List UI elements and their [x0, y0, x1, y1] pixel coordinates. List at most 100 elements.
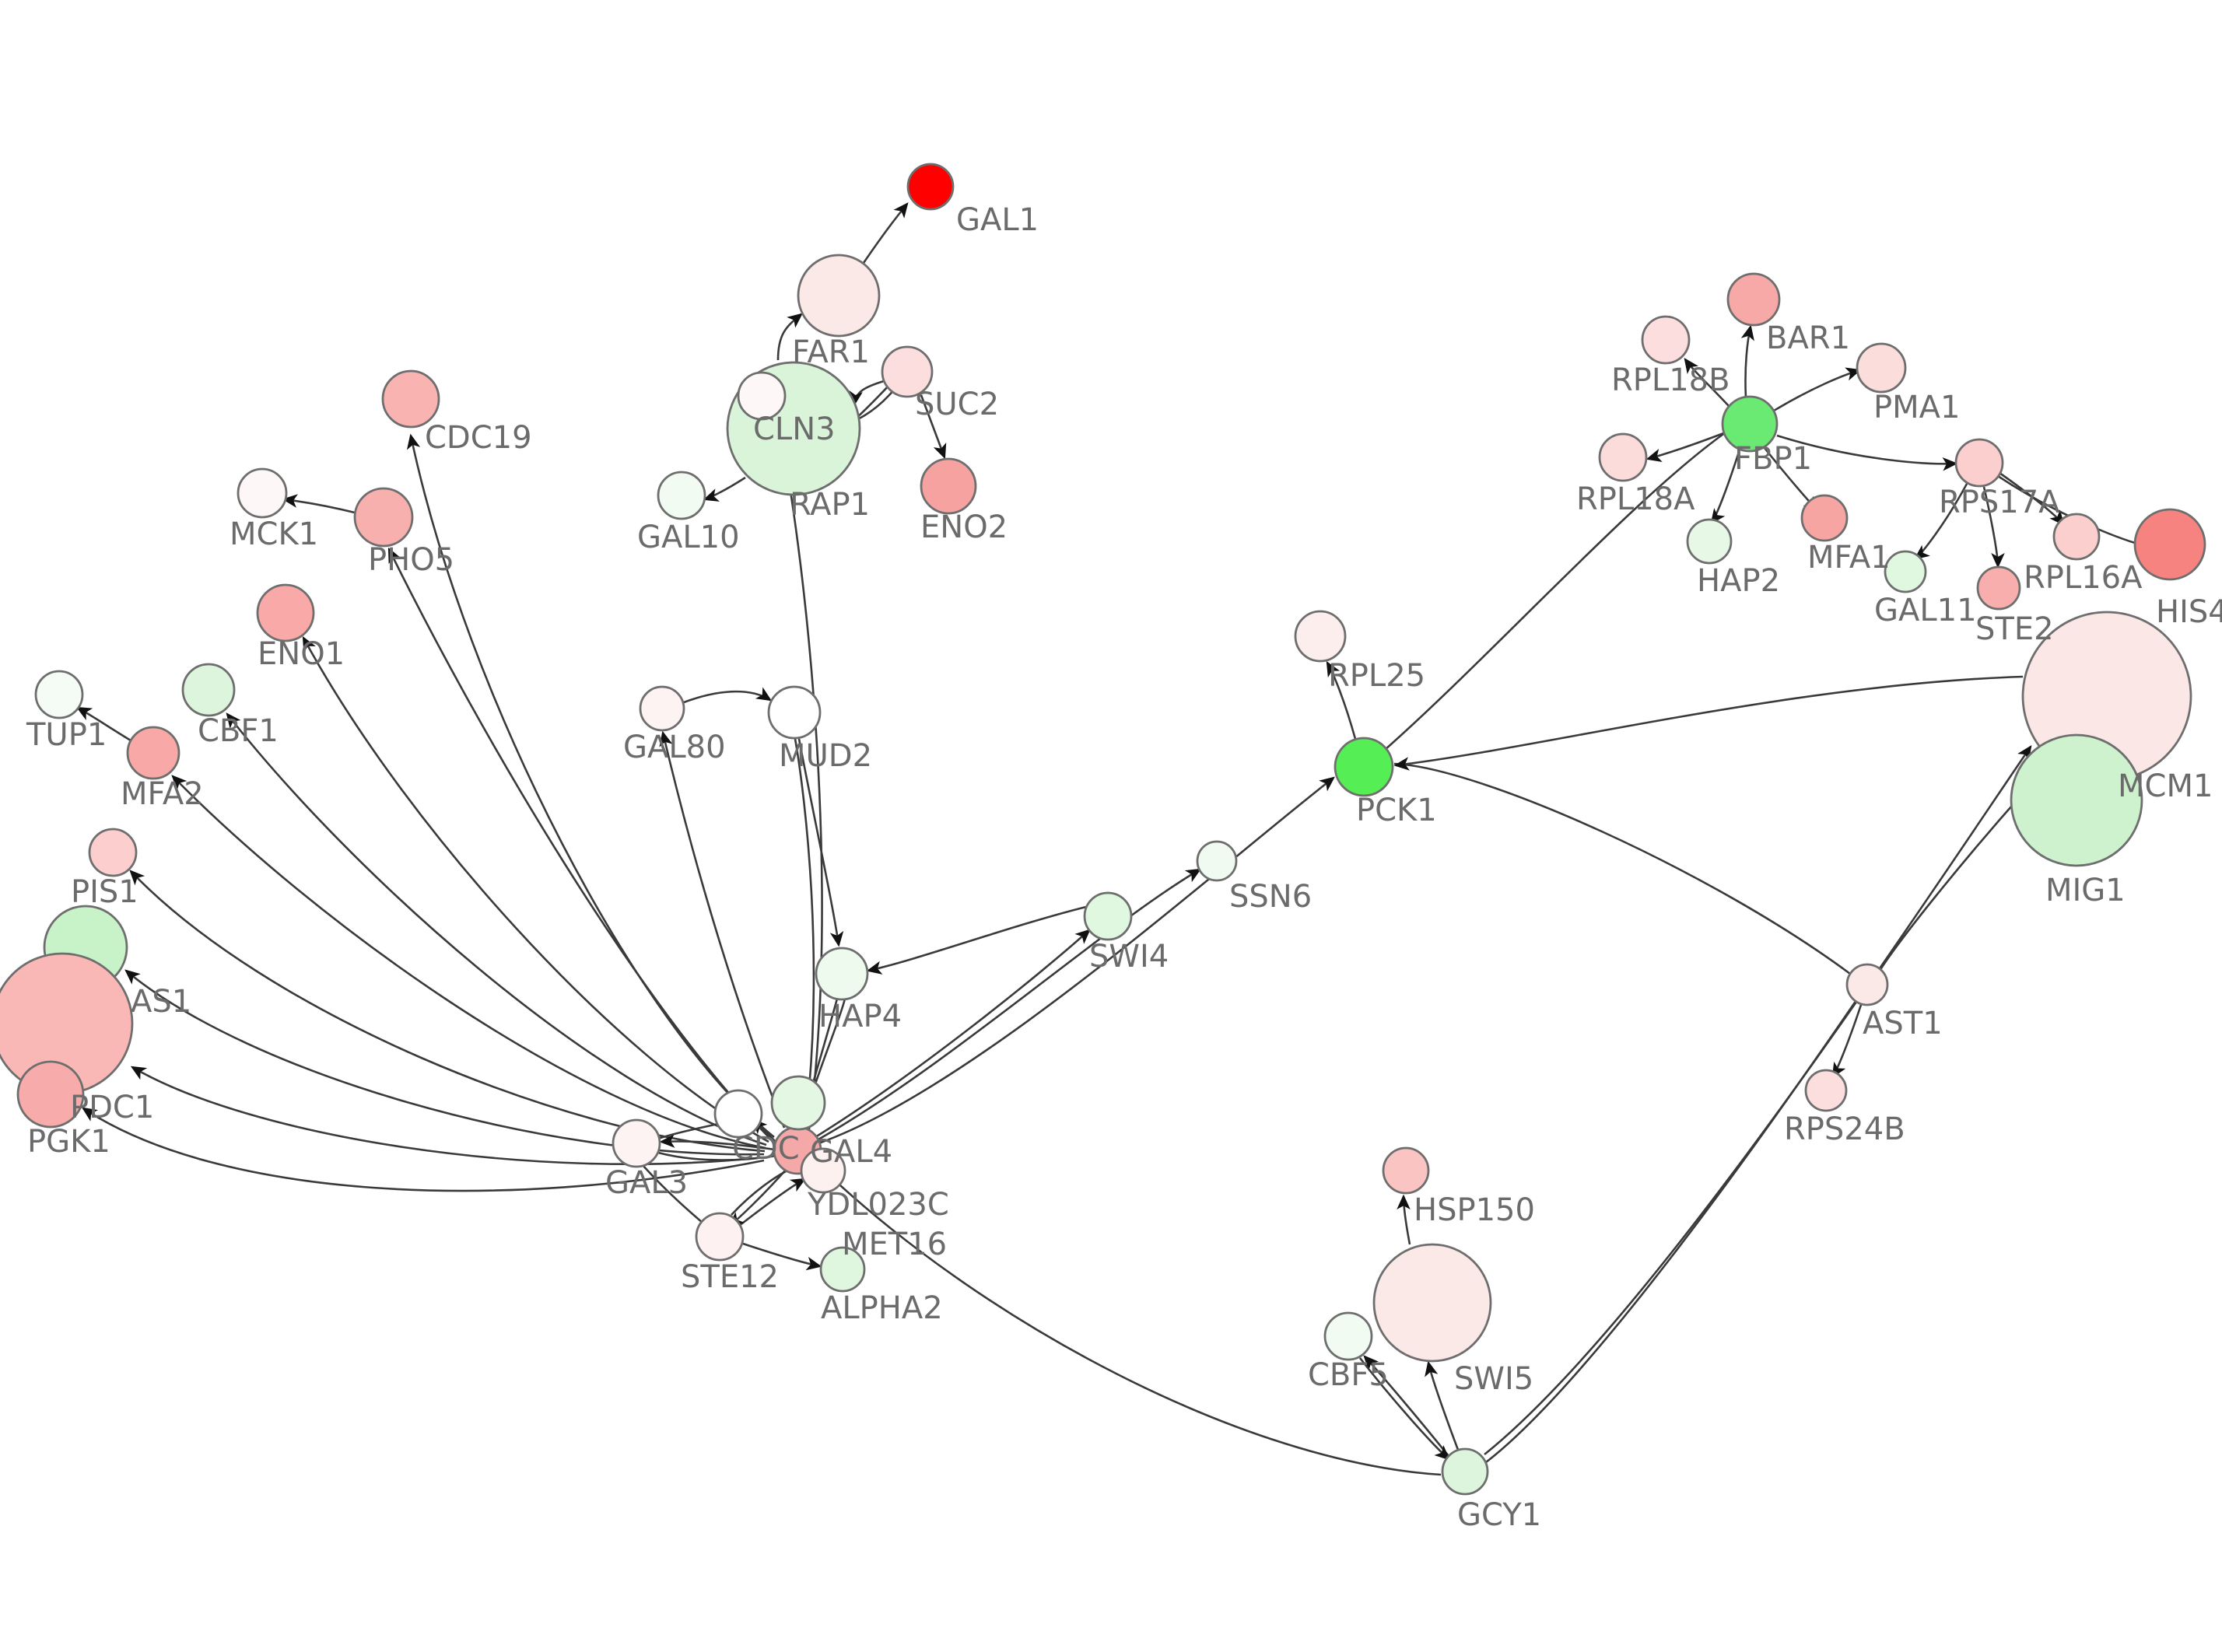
node-label-rps17a: RPS17A	[1939, 485, 2060, 520]
node-gal80[interactable]	[639, 685, 685, 732]
edge-cbf5-to-gcy1	[1358, 1357, 1450, 1461]
node-label-gal11: GAL11	[1874, 593, 1977, 628]
node-ssn6[interactable]	[1196, 840, 1238, 882]
node-rpl25[interactable]	[1294, 610, 1347, 663]
edge-layer	[75, 202, 2136, 1476]
node-label-as1: AS1	[131, 984, 191, 1020]
node-label-rpl16a: RPL16A	[2024, 560, 2143, 596]
node-pho5[interactable]	[353, 487, 414, 548]
node-eno1[interactable]	[256, 583, 315, 642]
node-his4[interactable]	[2133, 508, 2206, 581]
node-pgk1[interactable]	[16, 1060, 85, 1129]
node-label-far1: FAR1	[792, 334, 870, 370]
edge-gal4-to-rap1	[776, 419, 823, 1130]
node-eno2[interactable]	[920, 457, 977, 515]
node-gcy1[interactable]	[1441, 1447, 1489, 1496]
node-far1[interactable]	[797, 254, 881, 338]
node-pis1[interactable]	[88, 828, 138, 877]
edge-ast1-to-pck1	[1393, 762, 1851, 975]
edge-fbp1-to-rpl18a	[1645, 431, 1726, 462]
node-swi5[interactable]	[1372, 1243, 1492, 1363]
edge-fbp1-to-bar1	[1740, 324, 1754, 399]
edge-gal3-to-gal4	[657, 1151, 777, 1161]
node-label-mcm1: MCM1	[2118, 768, 2213, 804]
node-label-ssn6: SSN6	[1229, 879, 1312, 915]
node-cbf5[interactable]	[1323, 1311, 1373, 1361]
edge-cdc-to-gal3	[657, 1122, 723, 1140]
node-pck1[interactable]	[1334, 737, 1394, 797]
node-label-pma1: PMA1	[1873, 390, 1960, 425]
edge-far1-to-gal1	[862, 202, 909, 264]
node-label-pck1: PCK1	[1356, 793, 1437, 828]
node-tup1[interactable]	[34, 670, 84, 719]
node-met16g[interactable]	[770, 1075, 826, 1131]
edge-gcy1-to-cbf5	[1363, 1355, 1450, 1457]
edge-fbp1-to-rpl18b	[1684, 358, 1730, 407]
edge-gal4-to-mud2	[794, 738, 815, 1127]
edge-gal4-to-gal3	[659, 1134, 776, 1151]
node-mud2[interactable]	[767, 685, 822, 740]
node-cbf1[interactable]	[181, 663, 236, 717]
node-rpl18b[interactable]	[1641, 315, 1691, 365]
node-gal3[interactable]	[612, 1118, 661, 1168]
node-hap4[interactable]	[815, 947, 869, 1001]
node-ste2[interactable]	[1976, 565, 2021, 611]
node-fbp1[interactable]	[1721, 395, 1779, 453]
node-label-rpl25: RPL25	[1328, 658, 1425, 694]
node-gal10[interactable]	[657, 471, 706, 520]
node-rps24b[interactable]	[1804, 1069, 1848, 1112]
node-label-his4: HIS4	[2156, 594, 2222, 630]
node-label-eno2: ENO2	[920, 509, 1008, 545]
node-label-mfa2: MFA2	[121, 776, 204, 812]
edge-gal4-to-mfa2	[171, 775, 766, 1150]
node-rps17a[interactable]	[1954, 438, 2004, 488]
node-ste12[interactable]	[695, 1212, 745, 1262]
node-label-pgk1: PGK1	[27, 1124, 110, 1160]
node-rpl16a[interactable]	[2052, 513, 2101, 561]
node-hsp150[interactable]	[1382, 1146, 1430, 1195]
node-swi4[interactable]	[1083, 891, 1133, 941]
edge-gal4-to-eno1	[302, 635, 769, 1143]
edge-pho5-to-mck1	[282, 494, 359, 515]
node-layer	[0, 163, 2206, 1496]
node-mfa2[interactable]	[126, 726, 180, 780]
node-cdc19[interactable]	[381, 369, 440, 429]
edge-cln3-to-gal10	[703, 476, 746, 502]
edge-gal4-to-gal80	[659, 730, 786, 1129]
node-alpha2[interactable]	[819, 1246, 866, 1293]
edge-ast1-to-gcy1	[1485, 999, 1858, 1464]
node-bar1[interactable]	[1726, 272, 1781, 327]
edge-fbp1-to-pma1	[1773, 367, 1862, 412]
node-label-hsp150: HSP150	[1414, 1192, 1535, 1228]
node-gal11[interactable]	[1884, 550, 1927, 593]
node-suc2[interactable]	[881, 345, 934, 398]
node-mig1[interactable]	[2010, 733, 2143, 867]
node-cdc[interactable]	[713, 1089, 763, 1139]
node-gal1[interactable]	[906, 163, 955, 211]
node-label-suc2: SUC2	[915, 387, 999, 422]
edge-ste12-to-alpha2	[740, 1241, 822, 1271]
edge-mfa2-to-tup1	[75, 706, 131, 742]
node-ast1[interactable]	[1845, 963, 1889, 1006]
node-label-tup1: TUP1	[26, 717, 107, 753]
edge-mig1-to-ast1	[1878, 793, 2024, 971]
node-pma1[interactable]	[1856, 342, 1907, 394]
node-rpl18a[interactable]	[1598, 432, 1648, 482]
node-label-swi4: SWI4	[1089, 939, 1169, 975]
edge-pck1-to-fbp1	[1384, 431, 1726, 751]
node-label-gal10: GAL10	[637, 520, 740, 555]
node-label-gcy1: GCY1	[1457, 1497, 1541, 1533]
edge-gcy1-to-mcm1	[1484, 744, 2032, 1456]
node-ydl023c[interactable]	[800, 1147, 846, 1194]
node-mck1[interactable]	[237, 467, 288, 519]
node-label-alpha2: ALPHA2	[821, 1290, 943, 1326]
node-hap2[interactable]	[1686, 518, 1733, 565]
node-mfa1[interactable]	[1800, 494, 1849, 542]
node-label-mig1: MIG1	[2045, 873, 2126, 908]
node-label-mck1: MCK1	[230, 516, 318, 552]
edge-gcy1-to-swi5	[1425, 1360, 1460, 1451]
edge-swi4-to-hap4	[866, 905, 1087, 975]
node-rap1[interactable]	[737, 371, 787, 421]
node-label-mfa1: MFA1	[1807, 540, 1891, 576]
